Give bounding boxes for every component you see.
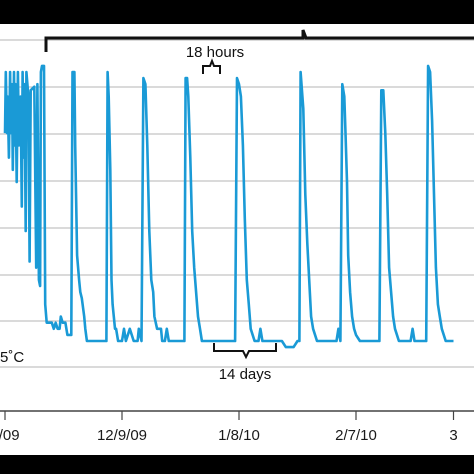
x-tick-label: 1/8/10: [218, 427, 260, 444]
top-black-band: [0, 0, 474, 24]
x-tick-label: 12/9/09: [97, 427, 147, 444]
annotation-18-hours: 18 hours: [186, 44, 244, 61]
side-label: 5˚C: [0, 349, 24, 366]
bottom-black-band: [0, 455, 474, 474]
annotations: 18 hours 14 days: [44, 29, 474, 383]
x-tick-label: 3: [449, 427, 457, 444]
bracket-14-days: [213, 343, 277, 360]
x-tick-label: 2/7/10: [335, 427, 377, 444]
x-axis-ticks: 9/09 12/9/09 1/8/10 2/7/10 3: [0, 411, 458, 444]
annotation-14-days: 14 days: [219, 366, 272, 383]
temperature-series-line: [3, 64, 454, 349]
x-tick-label: 9/09: [0, 427, 20, 444]
top-bracket: [44, 29, 474, 52]
bracket-18-hours: [202, 58, 221, 74]
series-group: [3, 64, 454, 349]
